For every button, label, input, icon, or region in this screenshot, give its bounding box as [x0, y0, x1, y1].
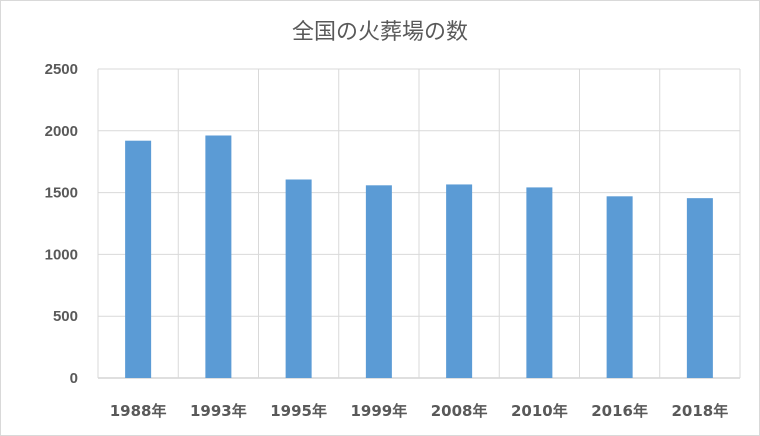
- bar: [606, 196, 633, 378]
- y-tick-label: 2500: [45, 61, 78, 78]
- y-tick-label: 0: [70, 370, 78, 387]
- bar: [285, 179, 312, 378]
- chart-title: 全国の火葬場の数: [291, 20, 468, 45]
- y-tick-label: 1500: [45, 185, 78, 202]
- x-tick-label: 1995年: [270, 402, 327, 420]
- bar: [686, 198, 713, 378]
- y-tick-label: 2000: [45, 123, 78, 140]
- bar: [446, 184, 473, 378]
- y-tick-label: 1000: [45, 246, 78, 263]
- bar: [526, 187, 553, 378]
- x-tick-label: 2010年: [511, 402, 568, 420]
- gridlines: [97, 68, 741, 379]
- x-tick-label: 2008年: [431, 402, 488, 420]
- x-tick-label: 2016年: [591, 402, 648, 420]
- y-axis-ticks: 0 500 1000 1500 2000 2500: [45, 61, 78, 387]
- x-tick-label: 1999年: [351, 402, 408, 420]
- bar: [365, 185, 392, 378]
- bars: [125, 135, 713, 378]
- x-axis-ticks: 1988年 1993年 1995年 1999年 2008年 2010年 2016年 2018年: [110, 402, 729, 420]
- y-tick-label: 500: [53, 308, 78, 325]
- x-tick-label: 1993年: [190, 402, 247, 420]
- x-tick-label: 2018年: [672, 402, 729, 420]
- bar: [205, 135, 232, 378]
- x-tick-label: 1988年: [110, 402, 167, 420]
- bar: [125, 140, 152, 378]
